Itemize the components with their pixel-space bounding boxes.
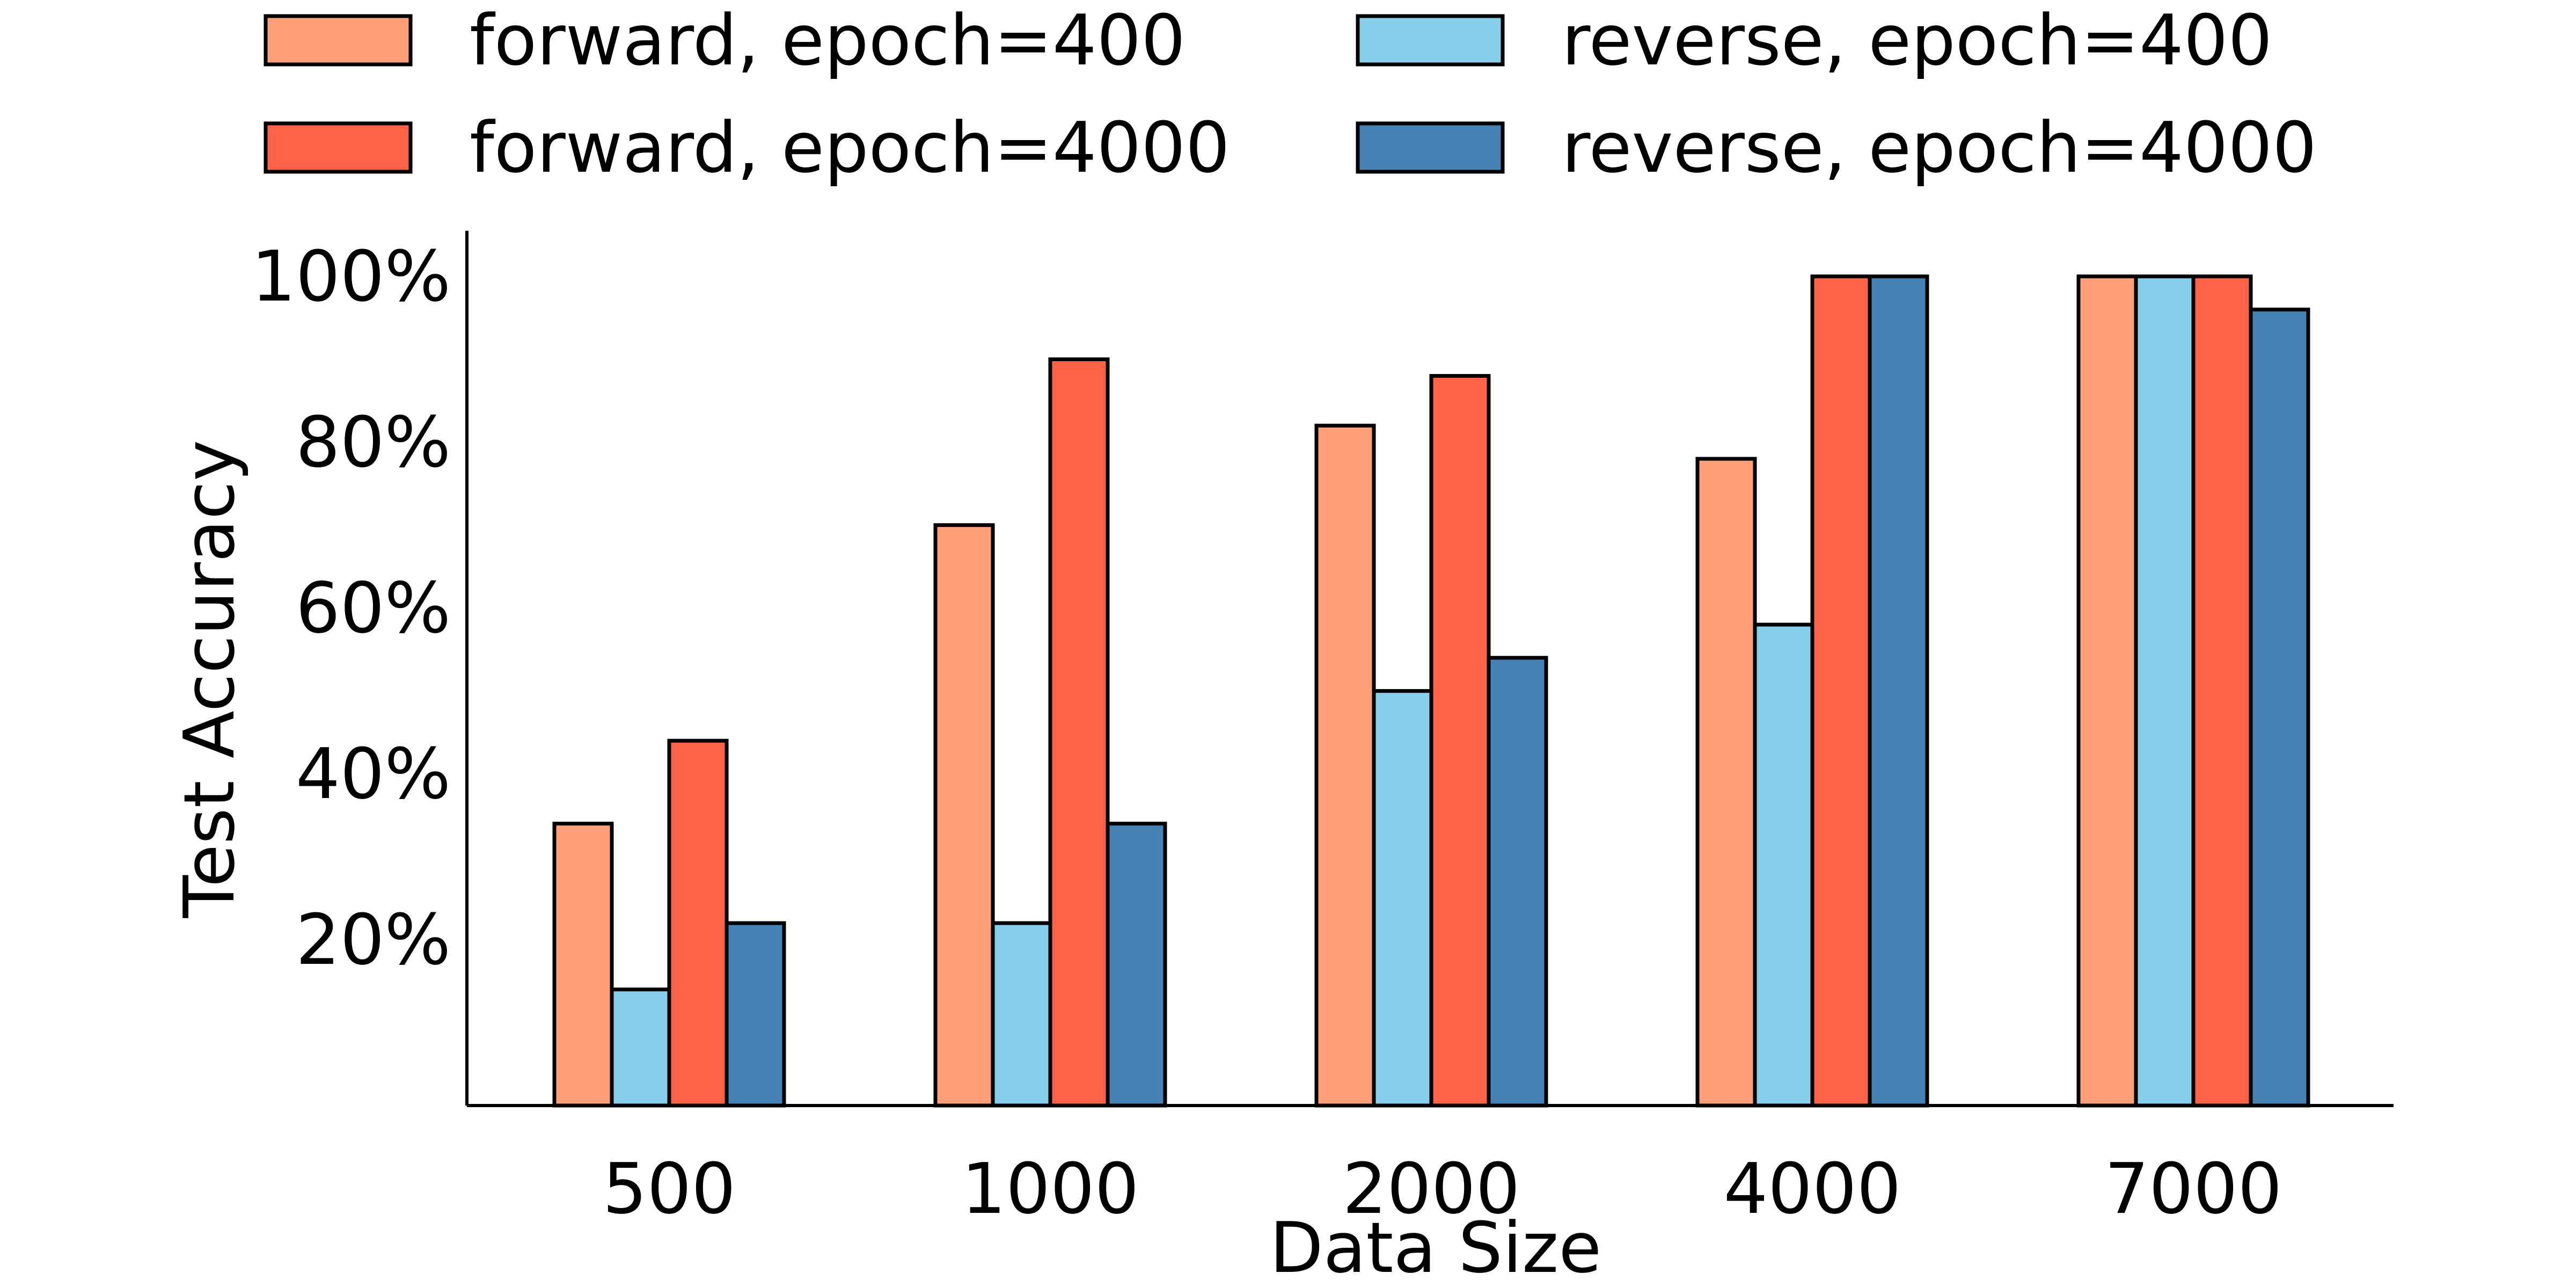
bars-group <box>552 274 2310 1108</box>
bar <box>1868 274 1929 1108</box>
bar <box>552 822 614 1108</box>
bar <box>933 523 995 1108</box>
y-tick-label: 80% <box>296 401 451 483</box>
y-tick-labels: 20% 40% 60% 80% 100% <box>251 236 451 980</box>
x-tick-label: 2000 <box>1343 1148 1520 1230</box>
bar <box>1048 357 1110 1108</box>
legend-label: forward, epoch=4000 <box>470 107 1230 188</box>
bar <box>1429 374 1491 1108</box>
bar <box>991 921 1052 1108</box>
legend-swatch <box>264 121 413 174</box>
bar <box>724 921 786 1108</box>
bar <box>2191 274 2253 1108</box>
bar <box>1695 457 1757 1108</box>
x-tick-label: 500 <box>603 1148 736 1230</box>
x-axis-label: Data Size <box>1270 1207 1602 1288</box>
bar <box>1106 822 1167 1108</box>
y-axis-label: Test Accuracy <box>169 440 250 919</box>
bar <box>2076 274 2138 1108</box>
y-tick-label: 100% <box>251 236 451 317</box>
bar <box>667 738 729 1108</box>
legend-swatch <box>264 14 413 67</box>
bar <box>1314 423 1376 1108</box>
x-tick-labels: 500 1000 2000 4000 7000 <box>603 1148 2282 1230</box>
bar <box>1487 656 1548 1108</box>
legend-label: forward, epoch=400 <box>470 0 1185 81</box>
y-tick-label: 40% <box>296 733 451 815</box>
legend: forward, epoch=400 forward, epoch=4000 rev… <box>264 0 2317 188</box>
y-tick-label: 20% <box>296 899 451 980</box>
legend-label: reverse, epoch=4000 <box>1562 107 2317 188</box>
bar <box>1372 689 1433 1108</box>
axes-group <box>465 231 2394 1107</box>
legend-swatch <box>1356 14 1505 67</box>
y-tick-label: 60% <box>296 567 451 649</box>
bar <box>1810 274 1872 1108</box>
bar <box>1753 623 1814 1108</box>
x-tick-label: 1000 <box>962 1148 1139 1230</box>
x-tick-label: 7000 <box>2105 1148 2282 1230</box>
x-tick-label: 4000 <box>1724 1148 1901 1230</box>
legend-label: reverse, epoch=400 <box>1562 0 2272 81</box>
legend-swatch <box>1356 121 1505 174</box>
bar <box>2249 308 2310 1108</box>
bar <box>610 987 671 1108</box>
bar <box>2134 274 2196 1108</box>
